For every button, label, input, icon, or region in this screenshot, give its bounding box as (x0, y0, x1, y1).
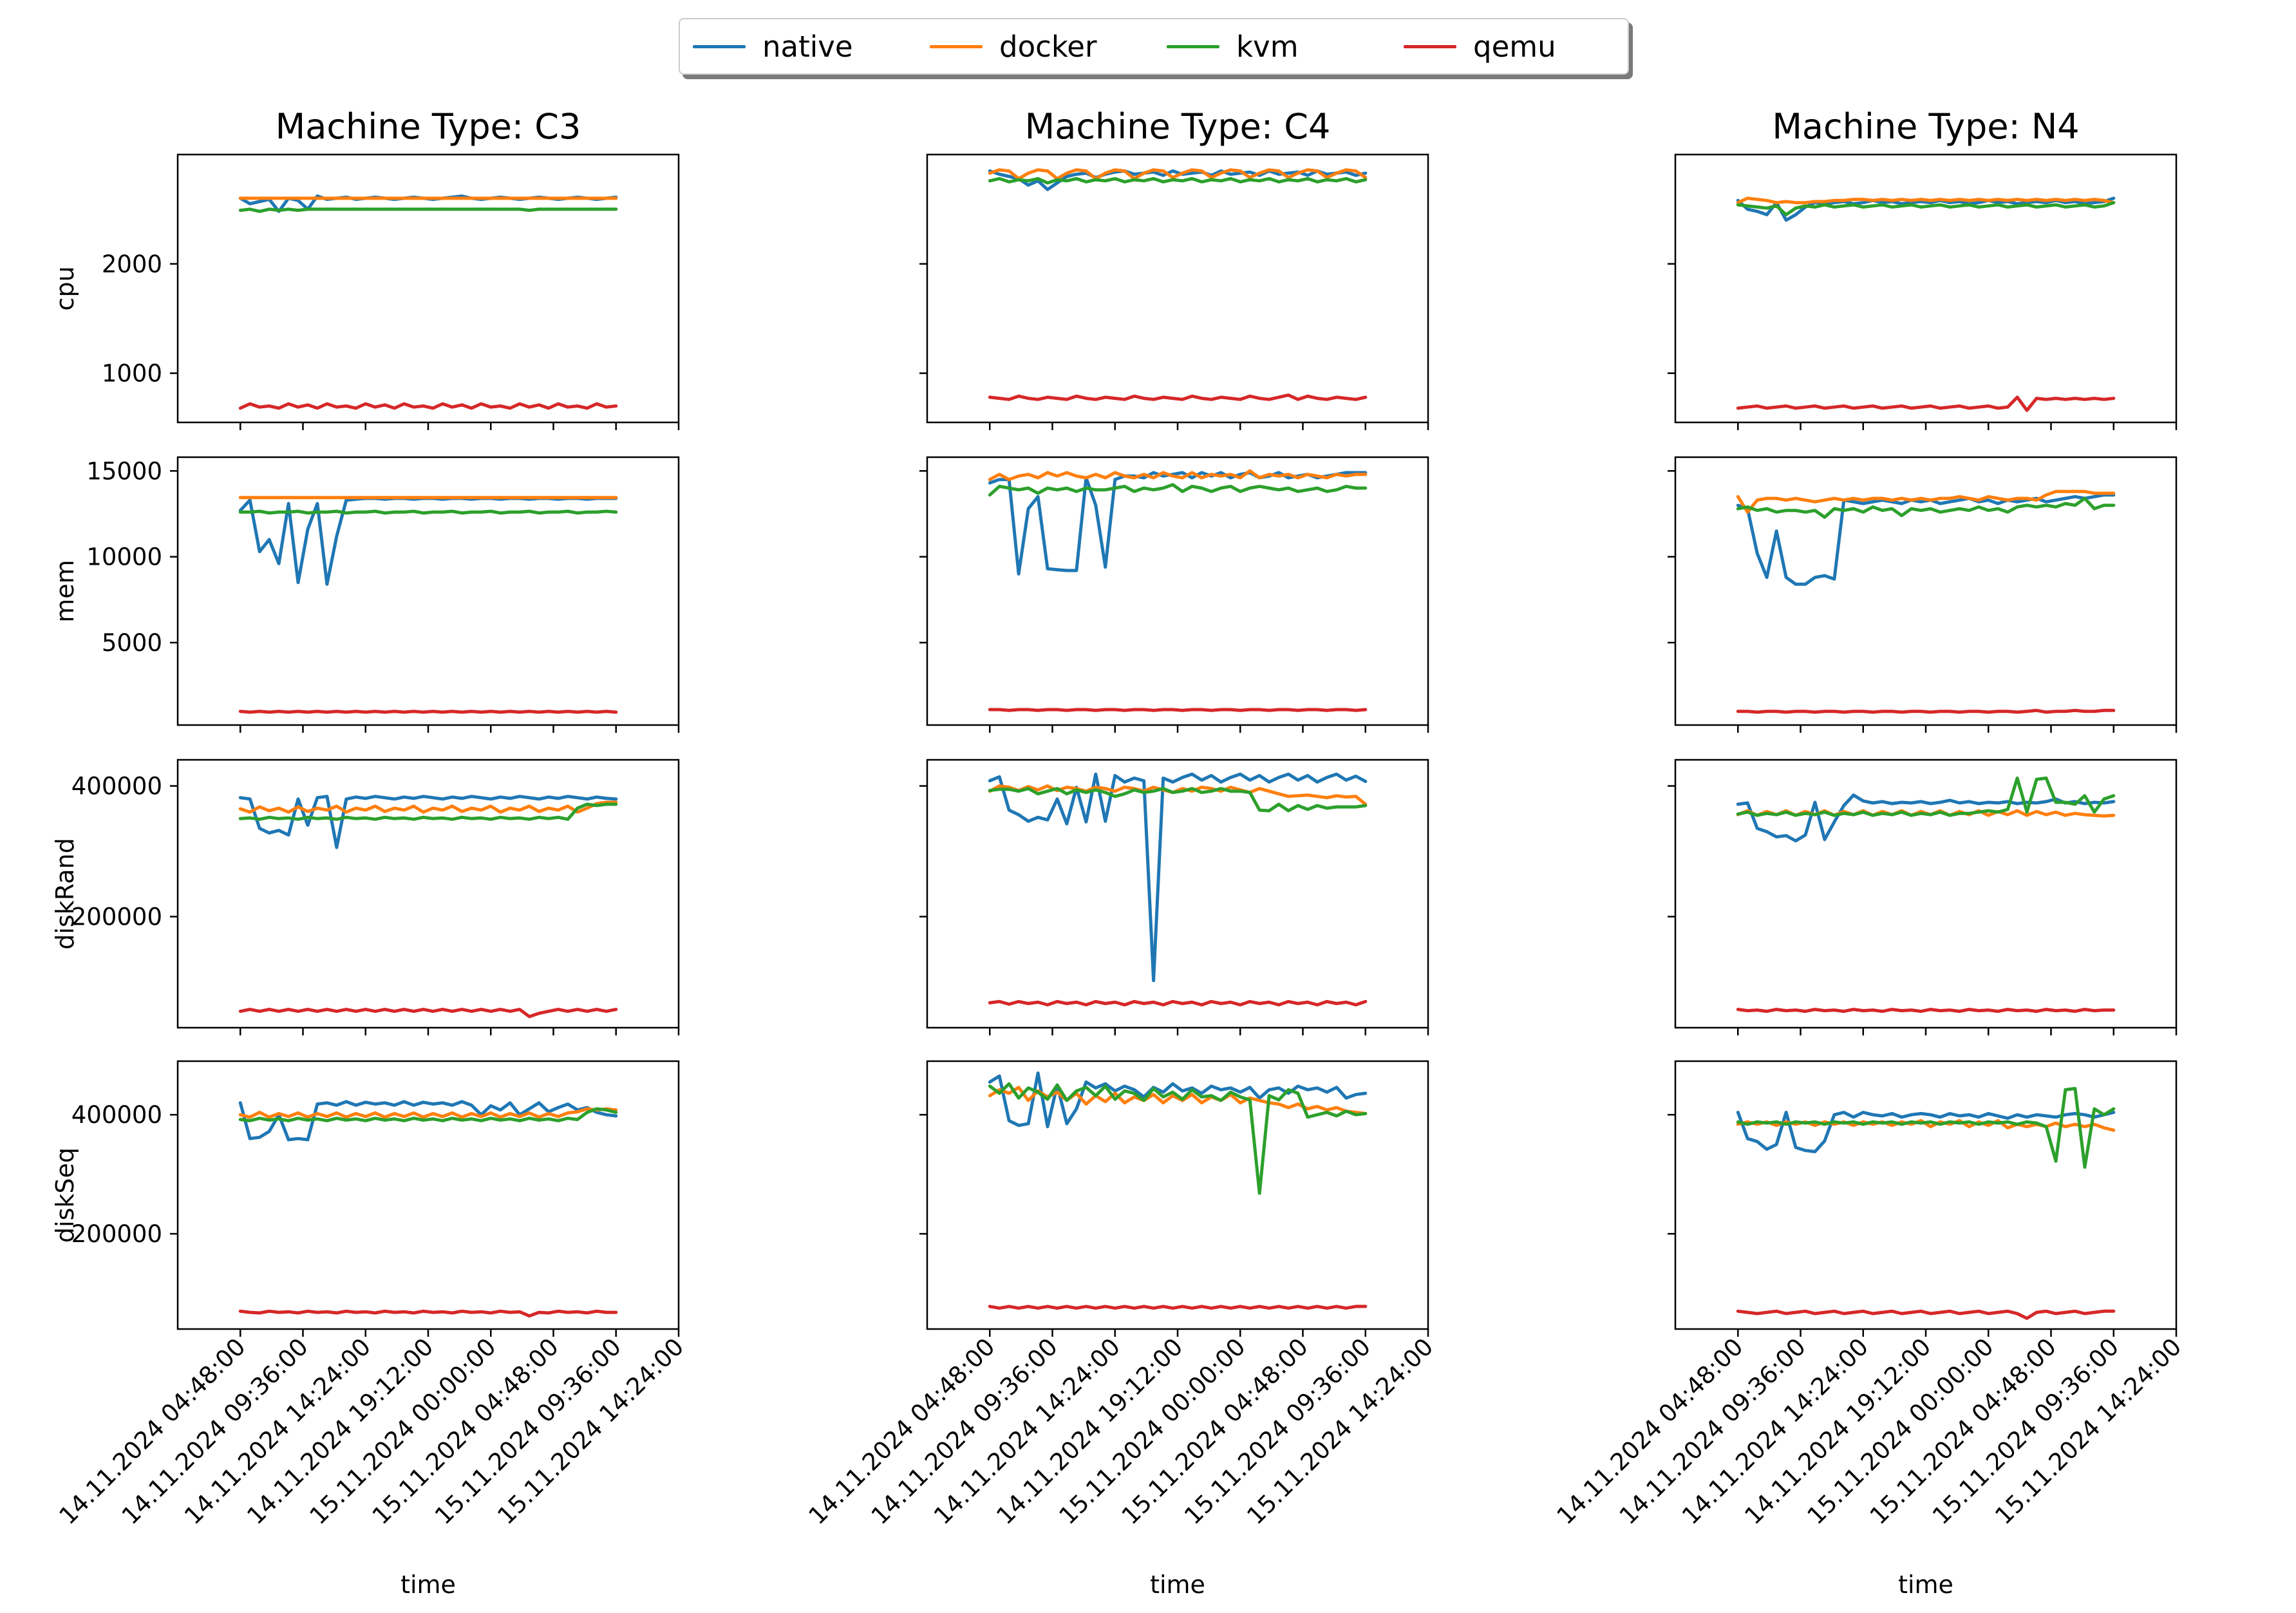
y-tick-label-r1c0-0: 5000 (102, 629, 162, 657)
series-line-kvm-r0c2 (1736, 201, 2116, 216)
y-tick-label-r0c0-1: 2000 (102, 250, 162, 278)
legend-swatch-kvm (1167, 44, 1219, 48)
series-line-qemu-r3c0 (238, 1309, 618, 1318)
legend-label-native: native (762, 29, 853, 64)
series-line-kvm-r3c2 (1736, 1087, 2116, 1169)
series-line-native-r2c0 (238, 795, 618, 849)
series-line-kvm-r2c0 (238, 802, 618, 821)
plot-frame-r1c1 (926, 456, 1429, 726)
x-axis-label-1: time (1150, 1571, 1205, 1599)
series-line-kvm-r1c2 (1736, 496, 2116, 519)
plot-frame-r0c1 (926, 153, 1429, 424)
legend: native docker kvm qemu (679, 18, 1629, 75)
legend-swatch-qemu (1404, 44, 1456, 48)
series-line-docker-r0c1 (988, 168, 1368, 180)
y-axis-label-cpu: cpu (51, 266, 79, 310)
legend-item-kvm: kvm (1154, 30, 1391, 64)
column-title-0: Machine Type: C3 (276, 106, 581, 147)
series-line-native-r3c2 (1736, 1111, 2116, 1153)
plot-frame-r3c1 (926, 1060, 1429, 1330)
series-line-docker-r3c1 (988, 1086, 1368, 1115)
series-line-qemu-r3c2 (1736, 1309, 2116, 1320)
series-line-qemu-r0c1 (988, 393, 1368, 401)
legend-item-qemu: qemu (1391, 30, 1628, 64)
series-line-qemu-r2c1 (988, 999, 1368, 1006)
series-line-qemu-r0c2 (1736, 395, 2116, 412)
plot-frame-r0c2 (1674, 153, 2178, 424)
series-line-kvm-r2c1 (988, 787, 1368, 813)
legend-swatch-docker (930, 44, 983, 48)
plot-frame-r2c2 (1674, 759, 2178, 1029)
series-line-native-r3c1 (988, 1071, 1368, 1129)
series-line-native-r0c1 (988, 169, 1368, 191)
y-tick-label-r3c0-0: 200000 (71, 1220, 162, 1248)
series-line-native-r3c0 (238, 1100, 618, 1142)
series-line-native-r0c2 (1736, 196, 2116, 222)
column-title-1: Machine Type: C4 (1025, 106, 1331, 147)
series-line-qemu-r0c0 (238, 402, 618, 410)
series-line-kvm-r2c2 (1736, 776, 2116, 817)
x-axis-label-0: time (400, 1571, 456, 1599)
legend-item-docker: docker (917, 30, 1154, 64)
series-line-kvm-r1c1 (988, 483, 1368, 497)
y-axis-label-diskRand: diskRand (51, 838, 79, 950)
y-tick-label-r0c0-0: 1000 (102, 360, 162, 388)
series-line-docker-r1c1 (988, 469, 1368, 482)
series-line-qemu-r1c2 (1736, 708, 2116, 714)
column-title-2: Machine Type: N4 (1772, 106, 2079, 147)
plot-frame-r1c2 (1674, 456, 2178, 726)
series-line-kvm-r3c0 (238, 1107, 618, 1122)
y-axis-label-diskSeq: diskSeq (51, 1147, 79, 1243)
y-tick-label-r1c0-1: 10000 (86, 543, 162, 571)
y-axis-label-mem: mem (51, 560, 79, 622)
plot-frame-r3c2 (1674, 1060, 2178, 1330)
legend-label-docker: docker (999, 29, 1097, 64)
y-tick-label-r2c0-0: 200000 (71, 903, 162, 931)
series-line-native-r2c1 (988, 772, 1368, 983)
series-line-kvm-r1c0 (238, 509, 618, 515)
legend-label-qemu: qemu (1473, 29, 1556, 64)
series-line-qemu-r2c2 (1736, 1008, 2116, 1014)
series-line-kvm-r0c0 (238, 207, 618, 213)
plot-frame-r2c1 (926, 759, 1429, 1029)
series-line-qemu-r2c0 (238, 1008, 618, 1019)
plot-frame-r3c0 (176, 1060, 680, 1330)
series-line-docker-r0c2 (1736, 196, 2116, 205)
x-axis-label-2: time (1898, 1571, 1953, 1599)
series-line-docker-r2c0 (238, 800, 618, 814)
plot-frame-r2c0 (176, 759, 680, 1029)
legend-label-kvm: kvm (1236, 29, 1299, 64)
series-line-qemu-r3c1 (988, 1305, 1368, 1310)
plot-frame-r0c0 (176, 153, 680, 424)
series-line-docker-r3c0 (238, 1107, 618, 1119)
y-tick-label-r2c0-1: 400000 (71, 773, 162, 800)
series-line-kvm-r0c1 (988, 176, 1368, 185)
legend-swatch-native (693, 44, 746, 48)
series-line-native-r2c2 (1736, 793, 2116, 843)
legend-item-native: native (680, 30, 917, 64)
y-tick-label-r1c0-2: 15000 (86, 457, 162, 485)
y-tick-label-r3c0-1: 400000 (71, 1101, 162, 1129)
series-line-native-r1c2 (1736, 493, 2116, 586)
series-line-kvm-r3c1 (988, 1082, 1368, 1195)
series-line-docker-r1c2 (1736, 489, 2116, 514)
series-line-docker-r2c1 (988, 784, 1368, 806)
